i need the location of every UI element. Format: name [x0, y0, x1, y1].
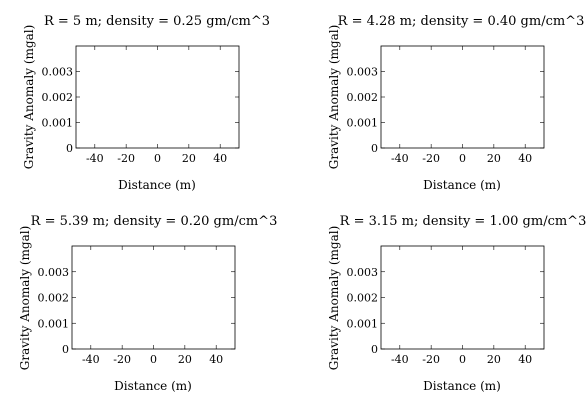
y-ticks: 0 0.001 0.002 0.003: [347, 66, 544, 155]
chart-title: R = 5 m; density = 0.25 gm/cm^3: [44, 14, 270, 29]
y-ticks: 0 0.001 0.002 0.003: [38, 266, 235, 356]
plot-frame: [380, 45, 545, 149]
plot-frame: [75, 45, 240, 149]
x-ticks: -40 -20 0 20 40: [391, 246, 532, 366]
x-tick-label: 0: [154, 152, 161, 165]
x-tick-label: 0: [459, 353, 466, 366]
y-tick-label: 0.002: [42, 91, 74, 104]
y-ticks: 0 0.001 0.002 0.003: [42, 66, 239, 155]
y-axis-label: Gravity Anomaly (mgal): [327, 226, 341, 371]
x-ticks: -40 -20 0 20 40: [82, 246, 223, 366]
x-tick-label: 20: [487, 152, 501, 165]
x-tick-label: 20: [182, 152, 196, 165]
chart-panel: R = 4.28 m; density = 0.40 gm/cm^3 -40 -2…: [327, 14, 584, 192]
x-tick-label: -20: [422, 353, 440, 366]
x-tick-label: 40: [518, 152, 532, 165]
y-tick-label: 0.003: [347, 266, 379, 279]
chart-panel: R = 3.15 m; density = 1.00 gm/cm^3 -40 -2…: [327, 214, 586, 393]
chart-title: R = 4.28 m; density = 0.40 gm/cm^3: [338, 14, 585, 29]
y-tick-label: 0.002: [347, 292, 379, 305]
x-tick-label: 0: [459, 152, 466, 165]
chart-panel: R = 5 m; density = 0.25 gm/cm^3 -40 -20 0 2…: [22, 14, 270, 192]
y-tick-label: 0.001: [347, 317, 379, 330]
x-tick-label: -20: [117, 152, 135, 165]
x-tick-label: -20: [113, 353, 131, 366]
y-tick-label: 0: [371, 142, 378, 155]
x-tick-label: -20: [422, 152, 440, 165]
y-tick-label: 0: [62, 343, 69, 356]
y-axis-label: Gravity Anomaly (mgal): [22, 25, 36, 170]
x-tick-label: -40: [82, 353, 100, 366]
x-tick-label: 40: [209, 353, 223, 366]
x-ticks: -40 -20 0 20 40: [391, 46, 532, 165]
x-ticks: -40 -20 0 20 40: [86, 46, 227, 165]
y-axis-label: Gravity Anomaly (mgal): [18, 226, 32, 371]
chart-title: R = 3.15 m; density = 1.00 gm/cm^3: [340, 214, 586, 229]
x-axis-label: Distance (m): [423, 178, 501, 192]
x-tick-label: -40: [391, 353, 409, 366]
y-tick-label: 0.001: [38, 317, 70, 330]
y-tick-label: 0.001: [347, 117, 379, 130]
x-tick-label: -40: [391, 152, 409, 165]
x-axis-label: Distance (m): [114, 379, 192, 393]
chart-title: R = 5.39 m; density = 0.20 gm/cm^3: [31, 214, 278, 229]
x-axis-label: Distance (m): [118, 178, 196, 192]
y-tick-label: 0.002: [347, 91, 379, 104]
plot-frame: [380, 245, 545, 350]
x-tick-label: -40: [86, 152, 104, 165]
y-tick-label: 0: [371, 343, 378, 356]
x-tick-label: 40: [213, 152, 227, 165]
plot-frame: [71, 245, 236, 350]
x-tick-label: 0: [150, 353, 157, 366]
x-tick-label: 40: [518, 353, 532, 366]
y-tick-label: 0.002: [38, 292, 70, 305]
x-tick-label: 20: [487, 353, 501, 366]
y-tick-label: 0.003: [42, 66, 74, 79]
y-axis-label: Gravity Anomaly (mgal): [327, 25, 341, 170]
x-tick-label: 20: [178, 353, 192, 366]
y-tick-label: 0.003: [347, 66, 379, 79]
y-ticks: 0 0.001 0.002 0.003: [347, 266, 544, 356]
y-tick-label: 0: [66, 142, 73, 155]
chart-panel: R = 5.39 m; density = 0.20 gm/cm^3 -40 -2…: [18, 214, 277, 393]
x-axis-label: Distance (m): [423, 379, 501, 393]
y-tick-label: 0.003: [38, 266, 70, 279]
y-tick-label: 0.001: [42, 117, 74, 130]
